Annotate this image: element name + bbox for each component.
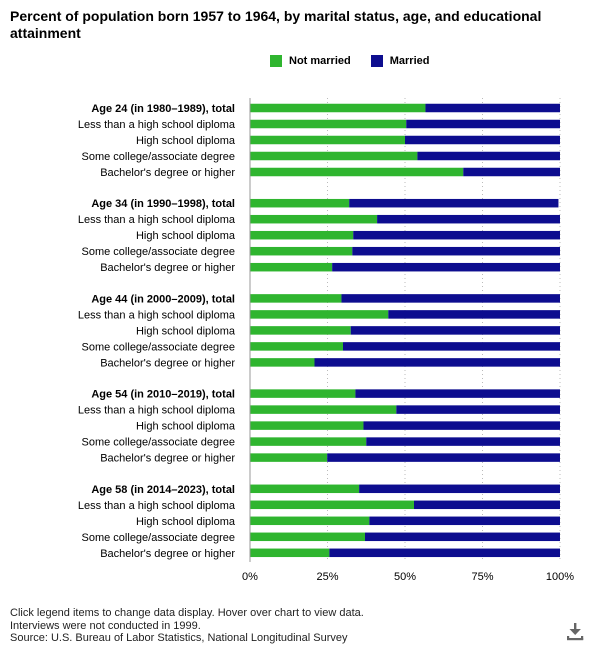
x-tick-label: 50% [394, 571, 416, 583]
category-label: Some college/associate degree [82, 437, 235, 449]
category-label: Bachelor's degree or higher [100, 262, 235, 274]
category-label: Less than a high school diploma [78, 214, 236, 226]
bar-not-married[interactable] [250, 151, 418, 161]
bar-not-married[interactable] [250, 326, 351, 335]
category-label: High school diploma [136, 516, 236, 528]
category-label: Bachelor's degree or higher [100, 548, 235, 560]
group-total-label: Age 34 (in 1990–1998), total [91, 198, 235, 210]
bar-not-married[interactable] [250, 453, 328, 462]
bar-married[interactable] [359, 484, 560, 494]
bar-not-married[interactable] [250, 437, 367, 446]
bar-married[interactable] [353, 230, 560, 240]
bar-not-married[interactable] [250, 405, 397, 414]
bar-not-married[interactable] [250, 421, 364, 430]
legend-swatch-not-married [270, 55, 282, 67]
bar-married[interactable] [341, 294, 560, 303]
category-label: Some college/associate degree [82, 532, 235, 544]
category-label: Less than a high school diploma [78, 119, 236, 131]
bar-married[interactable] [405, 135, 560, 145]
bar-married[interactable] [350, 326, 560, 335]
category-label: High school diploma [136, 135, 236, 147]
bar-married[interactable] [349, 198, 559, 208]
category-label: High school diploma [136, 325, 236, 337]
bar-married[interactable] [417, 151, 560, 161]
bar-not-married[interactable] [250, 103, 426, 113]
category-label: Bachelor's degree or higher [100, 453, 235, 465]
bar-not-married[interactable] [250, 500, 414, 510]
group-total-label: Age 58 (in 2014–2023), total [91, 484, 235, 496]
group-total-label: Age 24 (in 1980–1989), total [91, 103, 235, 115]
category-label: Less than a high school diploma [78, 309, 236, 321]
footer-note-1999: Interviews were not conducted in 1999. [10, 619, 201, 632]
legend-item-married[interactable]: Married [370, 55, 430, 67]
legend: Not married Married [270, 55, 450, 67]
bar-not-married[interactable] [250, 548, 330, 558]
bar-married[interactable] [327, 453, 560, 462]
bar-married[interactable] [388, 310, 560, 319]
bar-married[interactable] [329, 548, 560, 558]
bar-not-married[interactable] [250, 532, 366, 542]
category-label: Some college/associate degree [82, 151, 235, 163]
category-label: High school diploma [136, 421, 236, 433]
footer-source: Source: U.S. Bureau of Labor Statistics,… [10, 632, 348, 644]
bar-married[interactable] [343, 342, 560, 351]
bar-married[interactable] [355, 389, 560, 398]
legend-label-not-married: Not married [289, 55, 351, 67]
category-label: Bachelor's degree or higher [100, 357, 235, 369]
legend-label-married: Married [389, 55, 430, 67]
bar-married[interactable] [425, 103, 560, 113]
bar-not-married[interactable] [250, 389, 356, 398]
bar-not-married[interactable] [250, 119, 407, 129]
bar-not-married[interactable] [250, 198, 350, 208]
bar-not-married[interactable] [250, 310, 389, 319]
category-label: Bachelor's degree or higher [100, 167, 235, 179]
bar-not-married[interactable] [250, 516, 370, 526]
bar-not-married[interactable] [250, 342, 343, 351]
chart-area[interactable]: Age 24 (in 1980–1989), total Less than a … [0, 0, 600, 600]
bar-not-married[interactable] [250, 262, 333, 272]
bar-married[interactable] [369, 516, 560, 526]
bar-not-married[interactable] [250, 167, 464, 177]
legend-item-not-married[interactable]: Not married [270, 55, 351, 67]
bar-married[interactable] [413, 500, 560, 510]
chart-title: Percent of population born 1957 to 1964,… [10, 8, 542, 41]
bar-married[interactable] [314, 358, 560, 367]
bar-married[interactable] [332, 262, 560, 272]
footer-note-hover: Click legend items to change data displa… [10, 607, 364, 619]
category-label: High school diploma [136, 230, 236, 242]
bar-married[interactable] [365, 532, 560, 542]
bar-married[interactable] [377, 214, 560, 224]
x-tick-label: 75% [471, 571, 493, 583]
bar-married[interactable] [396, 405, 560, 414]
bar-not-married[interactable] [250, 294, 342, 303]
bar-married[interactable] [363, 421, 560, 430]
group-total-label: Age 54 (in 2010–2019), total [91, 389, 235, 401]
group-total-label: Age 44 (in 2000–2009), total [91, 293, 235, 305]
bar-married[interactable] [463, 167, 560, 177]
bar-not-married[interactable] [250, 135, 405, 145]
bar-not-married[interactable] [250, 358, 315, 367]
download-icon[interactable] [565, 621, 585, 641]
x-tick-label: 0% [242, 571, 258, 583]
bar-married[interactable] [366, 437, 560, 446]
category-label: Less than a high school diploma [78, 500, 236, 512]
bar-not-married[interactable] [250, 230, 354, 240]
category-label: Some college/associate degree [82, 246, 235, 258]
category-label: Less than a high school diploma [78, 405, 236, 417]
bar-not-married[interactable] [250, 246, 353, 256]
chart-footer: Click legend items to change data displa… [10, 607, 364, 645]
category-label: Some college/associate degree [82, 341, 235, 353]
x-tick-label: 25% [316, 571, 338, 583]
legend-swatch-married [370, 55, 383, 67]
bar-married[interactable] [352, 246, 560, 256]
x-tick-label: 100% [546, 571, 574, 583]
bar-not-married[interactable] [250, 214, 378, 224]
bar-not-married[interactable] [250, 484, 360, 494]
bar-married[interactable] [406, 119, 560, 129]
